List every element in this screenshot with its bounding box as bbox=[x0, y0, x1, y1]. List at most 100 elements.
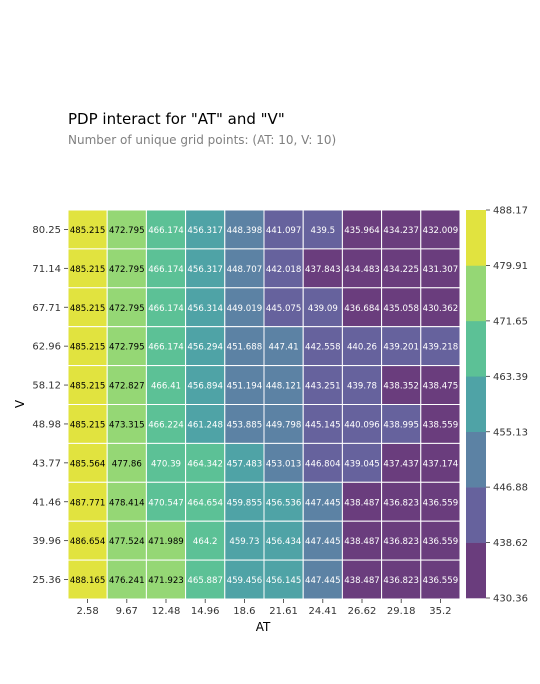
colorbar-segment bbox=[466, 431, 486, 488]
cell-value-label: 456.294 bbox=[187, 343, 223, 353]
heatmap-cell bbox=[302, 559, 343, 600]
cell-value-label: 456.536 bbox=[266, 498, 302, 508]
cell-value-label: 473.315 bbox=[109, 420, 145, 430]
cell-value-label: 451.194 bbox=[227, 382, 263, 392]
cell-value-label: 472.795 bbox=[109, 265, 145, 275]
cell-value-label: 445.145 bbox=[305, 420, 341, 430]
heatmap-cell bbox=[185, 209, 226, 250]
heatmap-cell bbox=[420, 326, 461, 367]
cell-value-label: 442.018 bbox=[266, 265, 302, 275]
cell-value-label: 459.456 bbox=[227, 576, 263, 586]
cell-value-label: 485.215 bbox=[70, 304, 106, 314]
cell-value-label: 470.39 bbox=[151, 459, 181, 469]
cell-value-label: 456.434 bbox=[266, 537, 302, 547]
cell-value-label: 466.41 bbox=[151, 382, 181, 392]
x-tick-label: 9.67 bbox=[116, 606, 138, 617]
colorbar-segment bbox=[466, 265, 486, 322]
cell-value-label: 434.483 bbox=[344, 265, 380, 275]
y-tick-label: 62.96 bbox=[32, 342, 61, 353]
cell-value-label: 447.445 bbox=[305, 576, 341, 586]
cell-value-label: 449.798 bbox=[266, 420, 302, 430]
cell-value-label: 436.684 bbox=[344, 304, 380, 314]
heatmap-cell bbox=[420, 287, 461, 328]
cell-value-label: 453.013 bbox=[266, 459, 302, 469]
cell-value-label: 447.445 bbox=[305, 537, 341, 547]
chart-title: PDP interact for "AT" and "V" bbox=[68, 110, 285, 128]
cell-value-label: 434.225 bbox=[383, 265, 419, 275]
cell-value-label: 461.248 bbox=[187, 420, 223, 430]
heatmap-cell bbox=[106, 481, 147, 522]
heatmap-cells: 485.215 472.795 466.174 456.317 448.398 441.0… bbox=[67, 209, 461, 600]
cell-value-label: 448.707 bbox=[227, 265, 263, 275]
colorbar: 430.36 438.62 446.88 455.13 463.39 471.65 479.… bbox=[466, 206, 528, 605]
cell-value-label: 465.887 bbox=[187, 576, 223, 586]
cell-value-label: 438.352 bbox=[383, 382, 419, 392]
cell-value-label: 434.237 bbox=[383, 226, 419, 236]
cell-value-label: 485.215 bbox=[70, 343, 106, 353]
cell-value-label: 439.5 bbox=[310, 226, 335, 236]
x-tick-label: 24.41 bbox=[308, 606, 337, 617]
heatmap-cell bbox=[145, 559, 187, 600]
cell-value-label: 438.995 bbox=[383, 420, 419, 430]
heatmap-cell bbox=[263, 287, 304, 328]
cell-value-label: 438.487 bbox=[344, 576, 380, 586]
heatmap-cell bbox=[106, 442, 147, 483]
heatmap-cell bbox=[67, 248, 108, 289]
heatmap-cell bbox=[381, 248, 422, 289]
heatmap-cell bbox=[106, 287, 147, 328]
heatmap-cell bbox=[302, 481, 343, 522]
cell-value-label: 432.009 bbox=[423, 226, 459, 236]
x-tick-label: 18.6 bbox=[233, 606, 255, 617]
cell-value-label: 456.894 bbox=[187, 382, 223, 392]
heatmap-cell bbox=[185, 559, 226, 600]
heatmap-cell bbox=[145, 365, 187, 406]
colorbar-tick-label: 463.39 bbox=[493, 372, 528, 383]
cell-value-label: 472.795 bbox=[109, 226, 145, 236]
y-tick-label: 41.46 bbox=[32, 497, 61, 508]
heatmap-cell bbox=[224, 520, 265, 561]
heatmap-cell bbox=[185, 287, 226, 328]
cell-value-label: 439.201 bbox=[383, 343, 419, 353]
heatmap-cell bbox=[145, 209, 187, 250]
heatmap-cell bbox=[420, 442, 461, 483]
cell-value-label: 436.823 bbox=[383, 576, 419, 586]
cell-value-label: 439.09 bbox=[308, 304, 338, 314]
heatmap-cell bbox=[263, 442, 304, 483]
heatmap-cell bbox=[224, 481, 265, 522]
cell-value-label: 466.224 bbox=[148, 420, 184, 430]
heatmap-cell bbox=[341, 326, 383, 367]
colorbar-tick-label: 471.65 bbox=[493, 316, 528, 327]
cell-value-label: 430.362 bbox=[423, 304, 459, 314]
x-tick-label: 29.18 bbox=[387, 606, 416, 617]
y-tick-label: 48.98 bbox=[32, 419, 61, 430]
cell-value-label: 442.558 bbox=[305, 343, 341, 353]
cell-value-label: 464.342 bbox=[187, 459, 223, 469]
cell-value-label: 435.964 bbox=[344, 226, 380, 236]
heatmap-cell bbox=[145, 520, 187, 561]
cell-value-label: 478.414 bbox=[109, 498, 145, 508]
heatmap-cell bbox=[145, 442, 187, 483]
cell-value-label: 431.307 bbox=[423, 265, 459, 275]
x-tick-label: 14.96 bbox=[191, 606, 220, 617]
heatmap-cell bbox=[224, 559, 265, 600]
cell-value-label: 438.487 bbox=[344, 498, 380, 508]
cell-value-label: 445.075 bbox=[266, 304, 302, 314]
cell-value-label: 437.437 bbox=[383, 459, 419, 469]
cell-value-label: 448.398 bbox=[227, 226, 263, 236]
heatmap-cell bbox=[67, 442, 108, 483]
heatmap-cell bbox=[185, 520, 226, 561]
heatmap-cell bbox=[420, 559, 461, 600]
cell-value-label: 485.215 bbox=[70, 265, 106, 275]
cell-value-label: 459.855 bbox=[227, 498, 263, 508]
cell-value-label: 436.559 bbox=[423, 537, 459, 547]
heatmap-cell bbox=[185, 365, 226, 406]
cell-value-label: 466.174 bbox=[148, 304, 184, 314]
colorbar-segment bbox=[466, 376, 486, 433]
cell-value-label: 456.314 bbox=[187, 304, 223, 314]
heatmap-cell bbox=[67, 481, 108, 522]
cell-value-label: 471.989 bbox=[148, 537, 184, 547]
y-tick-label: 71.14 bbox=[32, 264, 61, 275]
cell-value-label: 437.843 bbox=[305, 265, 341, 275]
cell-value-label: 456.145 bbox=[266, 576, 302, 586]
